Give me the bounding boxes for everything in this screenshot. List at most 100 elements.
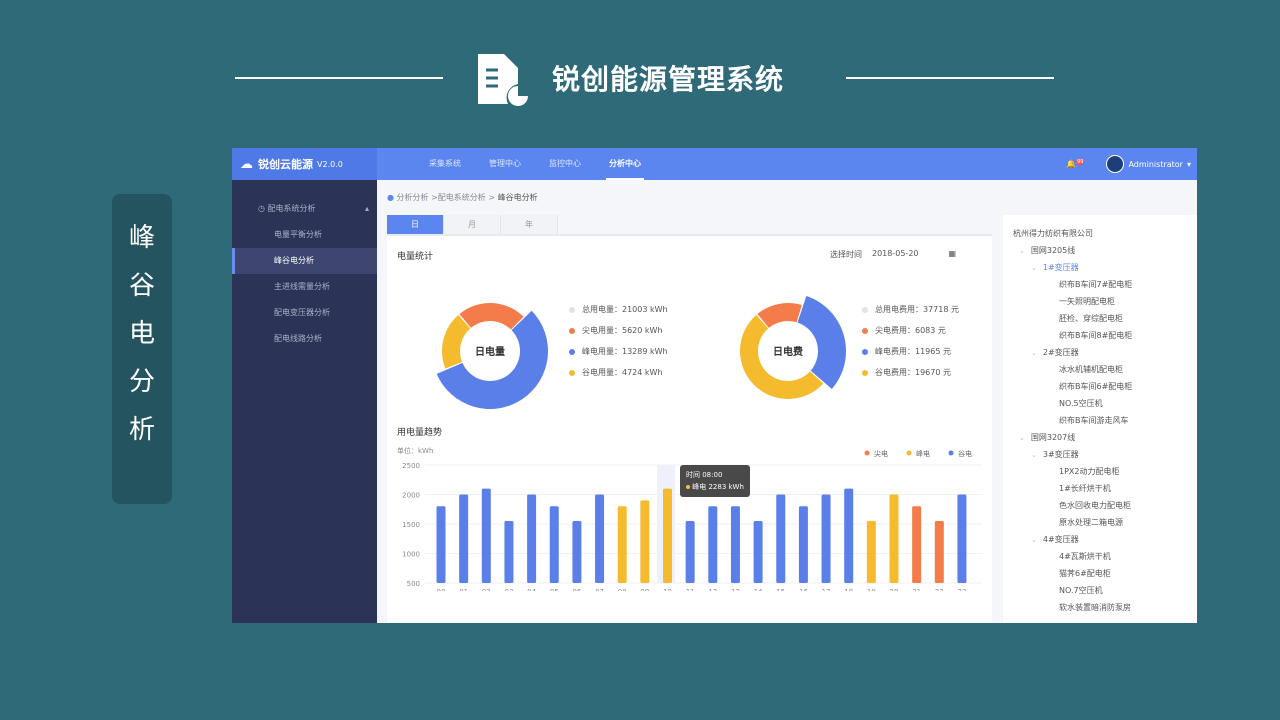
tree-node[interactable]: 冰水机辅机配电柜 [1003,361,1197,378]
bar[interactable] [934,521,944,583]
app-screenshot: ☁ 锐创云能源 V2.0.0 采集系统 管理中心 监控中心 分析中心 🔔99 Ad… [232,148,1197,623]
x-tick-label: 12 [708,588,717,591]
bar[interactable] [708,506,718,583]
legend-item: 谷电用量：4724 kWh [569,362,668,383]
tree-node[interactable]: 织布B车间6#配电柜 [1003,378,1197,395]
bar[interactable] [866,521,876,583]
tab-day[interactable]: 日 [387,215,444,234]
legend-label[interactable]: 谷电 [958,449,972,458]
tab-year[interactable]: 年 [501,215,558,234]
sidebar-group[interactable]: ◷ 配电系统分析 ▴ [232,196,377,222]
tree-node[interactable]: 胚检、穿综配电柜 [1003,310,1197,327]
tree-node[interactable]: 1PX2动力配电柜 [1003,463,1197,480]
donut-slice[interactable] [442,314,471,369]
user-menu[interactable]: 🔔99 Administrator ▾ [1066,148,1191,180]
bar[interactable] [572,521,582,583]
breadcrumb-current: 峰谷电分析 [497,193,538,202]
bar[interactable] [595,494,605,584]
nav-manage[interactable]: 管理中心 [489,159,521,168]
tree-node-label: 国网3207线 [1030,433,1076,442]
legend-item: 峰电用量：13289 kWh [569,341,668,362]
bar[interactable] [640,500,650,583]
bar[interactable] [504,521,514,583]
chevron-down-icon[interactable]: ⌄ [1031,264,1037,272]
donut-slice[interactable] [797,295,846,390]
tree-node-label: 一矢照明配电柜 [1059,297,1115,306]
donut-slice[interactable] [739,314,824,400]
sidebar-item-transformer[interactable]: 配电变压器分析 [274,308,330,317]
tree-node[interactable]: ⌄ 国网3207线 [1003,429,1197,446]
bar[interactable] [753,521,763,583]
sidebar-item-peak-valley[interactable]: 峰谷电分析 [232,248,377,274]
sidebar-item-demand[interactable]: 主进线需量分析 [274,282,330,291]
sidebar-item-line[interactable]: 配电线路分析 [274,334,322,343]
tree-node[interactable]: 一矢照明配电柜 [1003,293,1197,310]
notification-badge: 99 [1076,159,1085,166]
tree-node-label: 胚检、穿综配电柜 [1059,314,1123,323]
bar[interactable] [459,494,469,584]
legend-dot [569,306,575,313]
chevron-down-icon[interactable]: ⌄ [1019,434,1025,442]
app-logo[interactable]: ☁ 锐创云能源 V2.0.0 [232,148,377,180]
bar[interactable] [617,506,627,583]
tree-node[interactable]: 杭州得力纺织有限公司 [1003,225,1197,242]
tree-node[interactable]: 软水装置暗消防泵房 [1003,599,1197,616]
x-tick-label: 17 [822,588,831,591]
tree-node[interactable]: 织布B车间游走风车 [1003,412,1197,429]
donut-slice[interactable] [436,310,548,409]
sidebar-item-balance[interactable]: 电量平衡分析 [274,230,322,239]
donut-slice[interactable] [459,303,524,330]
avatar[interactable] [1106,155,1125,173]
bar[interactable] [798,506,808,583]
bar[interactable] [776,494,786,584]
tree-node[interactable]: NO.5空压机 [1003,395,1197,412]
bar[interactable] [549,506,559,583]
calendar-icon[interactable]: ▦ [948,249,957,258]
bar[interactable] [844,488,854,583]
tree-node[interactable]: ⌄ 2#变压器 [1003,344,1197,361]
tree-node[interactable]: 1#长纤烘干机 [1003,480,1197,497]
nav-monitor[interactable]: 监控中心 [549,159,581,168]
bar[interactable] [436,506,446,583]
tree-node[interactable]: 色水回收电力配电柜 [1003,497,1197,514]
chevron-down-icon[interactable]: ⌄ [1031,451,1037,459]
chevron-down-icon[interactable]: ⌄ [1019,247,1025,255]
tree-node[interactable]: 织布B车间8#配电柜 [1003,327,1197,344]
breadcrumb-item[interactable]: 分析分析 > [396,193,438,202]
tree-node[interactable]: 织布B车间7#配电柜 [1003,276,1197,293]
bar[interactable] [481,488,491,583]
tree-node[interactable]: ⌄ 国网3205线 [1003,242,1197,259]
bar[interactable] [527,494,537,584]
bar[interactable] [912,506,922,583]
tree-node[interactable]: 原水处理二箱电源 [1003,514,1197,531]
legend-label[interactable]: 尖电 [874,449,888,458]
nav-collect[interactable]: 采集系统 [429,159,461,168]
tree-node[interactable]: 4#瓦斯烘干机 [1003,548,1197,565]
nav-analysis[interactable]: 分析中心 [606,148,644,180]
breadcrumb-item[interactable]: 配电系统分析 > [437,193,496,202]
date-input[interactable]: 2018-05-20 [872,249,919,258]
tree-node[interactable]: 猫荠6#配电柜 [1003,565,1197,582]
bar[interactable] [685,521,695,583]
tree-node[interactable]: ⌄ 3#变压器 [1003,446,1197,463]
sidebar-group-label: 配电系统分析 [267,204,316,213]
bar[interactable] [821,494,831,584]
bar[interactable] [889,494,899,584]
bell-icon[interactable]: 🔔99 [1066,159,1085,169]
chevron-down-icon[interactable]: ⌄ [1031,536,1037,544]
chevron-down-icon[interactable]: ⌄ [1031,349,1037,357]
y-unit: 单位：kWh [397,446,433,455]
legend-dot [906,450,912,456]
stats-title: 电量统计 [397,252,434,262]
tree-node[interactable]: ⌄ 4#变压器 [1003,531,1197,548]
tree-node[interactable]: ⌄ 1#变压器 [1003,259,1197,276]
donut-slice[interactable] [757,303,802,328]
y-tick-label: 1500 [402,521,420,529]
tree-node[interactable]: NO.7空压机 [1003,582,1197,599]
bar[interactable] [730,506,740,583]
legend-dot [569,369,575,376]
bar[interactable] [957,494,967,584]
bar[interactable] [663,488,672,583]
legend-label[interactable]: 峰电 [916,449,930,458]
tab-month[interactable]: 月 [444,215,501,234]
